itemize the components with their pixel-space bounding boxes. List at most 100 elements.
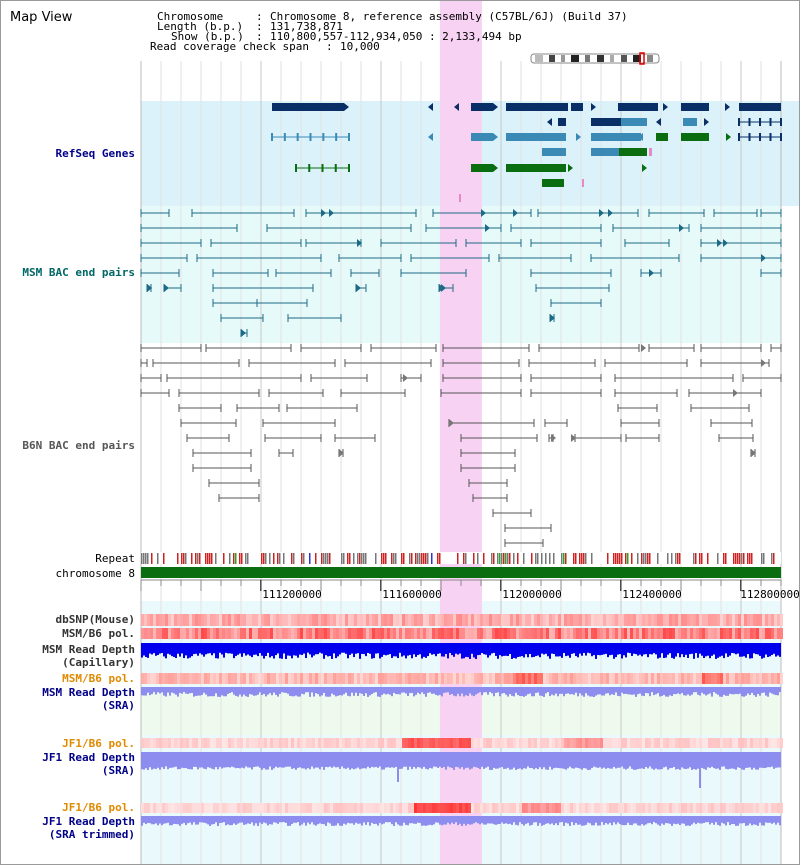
polymorphism-mark	[630, 738, 633, 748]
polymorphism-mark	[195, 803, 198, 813]
read-depth-bar	[523, 687, 525, 697]
read-depth-bar	[387, 752, 389, 768]
polymorphism-mark	[177, 673, 180, 684]
polymorphism-mark	[216, 628, 219, 639]
repeat-mark	[385, 553, 387, 564]
polymorphism-mark	[525, 738, 528, 748]
read-depth-bar	[699, 816, 701, 824]
polymorphism-mark	[180, 628, 183, 639]
read-depth-bar	[707, 752, 709, 768]
polymorphism-mark	[738, 738, 741, 748]
polymorphism-mark	[750, 628, 753, 639]
read-depth-bar	[501, 643, 503, 657]
polymorphism-mark	[318, 614, 321, 626]
polymorphism-mark	[201, 628, 204, 639]
read-depth-bar	[349, 752, 351, 770]
polymorphism-mark	[699, 803, 702, 813]
read-depth-bar	[731, 643, 733, 653]
read-depth-bar	[161, 752, 163, 768]
read-depth-bar	[179, 816, 181, 826]
read-depth-bar	[545, 752, 547, 770]
polymorphism-mark	[501, 673, 504, 684]
read-depth-bar	[717, 687, 719, 695]
polymorphism-mark	[582, 738, 585, 748]
polymorphism-mark	[492, 614, 495, 626]
read-depth-bar	[151, 643, 153, 655]
polymorphism-mark	[753, 738, 756, 748]
read-depth-bar	[683, 816, 685, 824]
read-depth-bar	[421, 816, 423, 826]
repeat-mark	[749, 553, 751, 564]
read-depth-bar	[727, 752, 729, 770]
polymorphism-mark	[654, 614, 657, 626]
polymorphism-mark	[429, 628, 432, 639]
polymorphism-mark	[585, 673, 588, 684]
polymorphism-mark	[228, 614, 231, 626]
repeat-mark	[343, 553, 345, 564]
polymorphism-mark	[624, 673, 627, 684]
read-depth-bar	[611, 687, 613, 695]
polymorphism-mark	[651, 803, 654, 813]
polymorphism-mark	[507, 803, 510, 813]
read-depth-bar	[615, 816, 617, 825]
polymorphism-mark	[714, 628, 717, 639]
polymorphism-mark	[771, 673, 774, 684]
read-depth-bar	[259, 643, 261, 654]
read-depth-bar	[743, 643, 745, 657]
polymorphism-mark	[591, 673, 594, 684]
read-depth-bar	[559, 752, 561, 769]
read-depth-bar	[699, 687, 701, 696]
polymorphism-mark	[156, 673, 159, 684]
polymorphism-mark	[573, 738, 576, 748]
read-depth-bar	[697, 816, 699, 823]
read-depth-bar	[215, 687, 217, 694]
polymorphism-mark	[417, 738, 420, 748]
read-depth-bar	[143, 643, 145, 656]
read-depth-bar	[705, 687, 707, 696]
read-depth-bar	[225, 687, 227, 697]
read-depth-bar	[537, 643, 539, 656]
polymorphism-mark	[576, 803, 579, 813]
gene	[591, 148, 619, 156]
polymorphism-mark	[636, 673, 639, 684]
read-depth-bar	[451, 643, 453, 656]
polymorphism-mark	[663, 614, 666, 626]
polymorphism-mark	[228, 673, 231, 684]
repeat-mark	[473, 553, 475, 564]
polymorphism-mark	[195, 673, 198, 684]
polymorphism-mark	[339, 738, 342, 748]
read-depth-bar	[149, 687, 151, 696]
read-depth-bar	[187, 752, 189, 769]
polymorphism-mark	[405, 803, 408, 813]
polymorphism-mark	[711, 628, 714, 639]
repeat-mark	[493, 553, 495, 564]
polymorphism-mark	[735, 803, 738, 813]
polymorphism-mark	[393, 614, 396, 626]
polymorphism-mark	[408, 738, 411, 748]
read-depth-bar	[513, 687, 515, 697]
read-depth-bar	[767, 816, 769, 823]
read-depth-bar	[645, 643, 647, 655]
read-depth-bar	[679, 816, 681, 826]
polymorphism-mark	[327, 673, 330, 684]
read-depth-bar	[563, 687, 565, 697]
read-depth-bar	[741, 752, 743, 770]
repeat-mark	[145, 553, 147, 564]
read-depth-bar	[279, 752, 281, 768]
polymorphism-mark	[591, 614, 594, 626]
polymorphism-mark	[498, 628, 501, 639]
read-depth-bar	[213, 643, 215, 654]
repeat-mark	[183, 553, 185, 564]
polymorphism-mark	[192, 628, 195, 639]
read-depth-bar	[453, 643, 455, 657]
read-depth-bar	[687, 643, 689, 658]
read-depth-bar	[343, 816, 345, 824]
polymorphism-mark	[405, 673, 408, 684]
polymorphism-mark	[342, 628, 345, 639]
polymorphism-mark	[228, 628, 231, 639]
repeat-mark	[585, 553, 587, 564]
read-depth-bar	[623, 687, 625, 695]
read-depth-bar	[753, 687, 755, 696]
polymorphism-mark	[780, 628, 783, 639]
